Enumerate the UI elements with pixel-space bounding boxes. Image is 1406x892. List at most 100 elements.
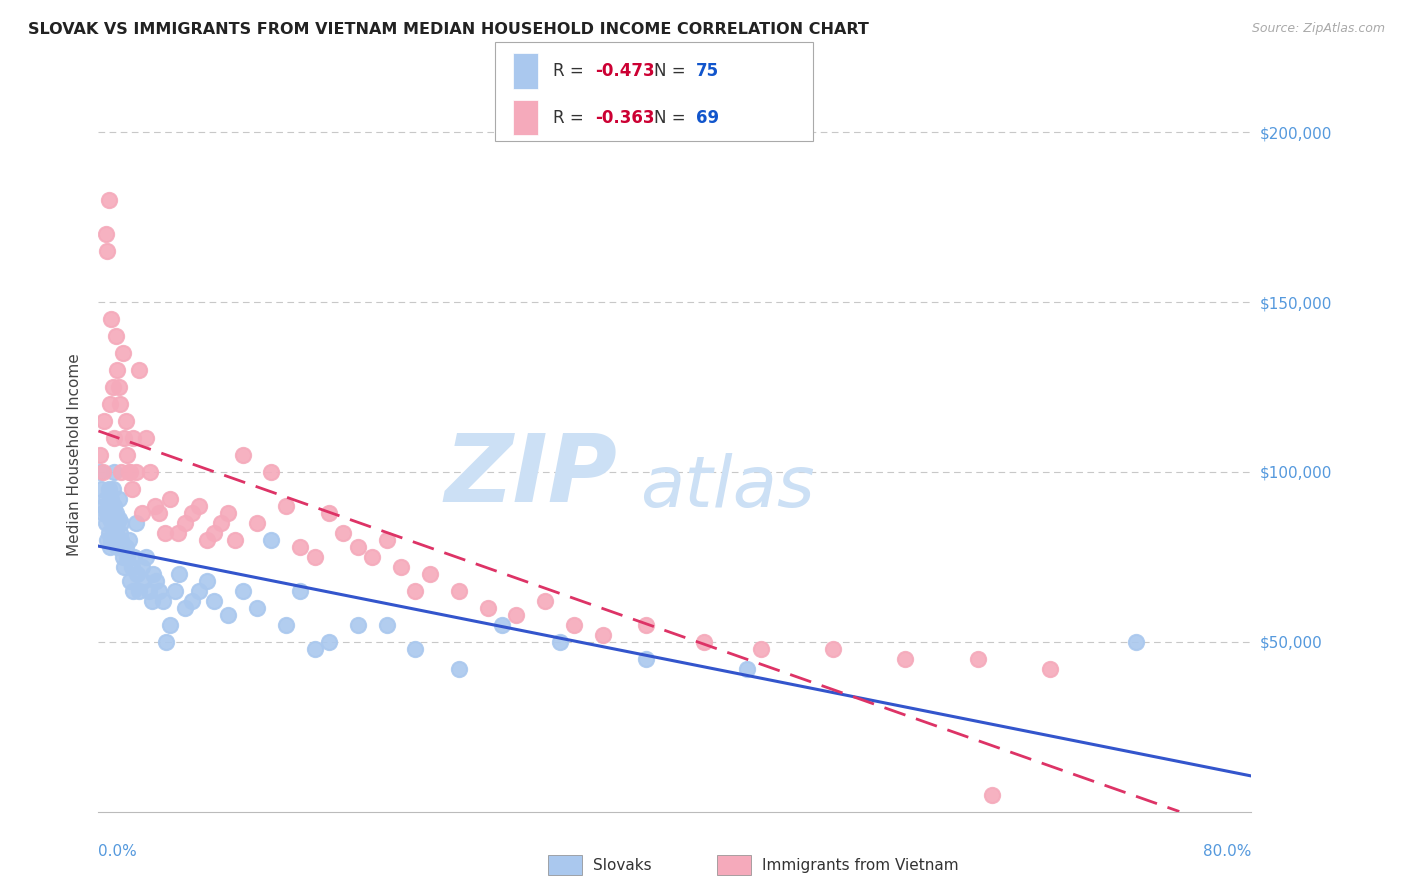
Text: atlas: atlas xyxy=(640,452,815,522)
Point xyxy=(105,540,128,554)
Point xyxy=(96,244,118,258)
Point xyxy=(148,506,170,520)
Point xyxy=(361,549,384,564)
Point xyxy=(91,506,114,520)
Point xyxy=(91,465,114,479)
Text: -0.363: -0.363 xyxy=(595,109,654,127)
Point xyxy=(195,533,218,547)
Point xyxy=(419,566,441,581)
Point xyxy=(105,363,128,377)
Point xyxy=(318,506,340,520)
Point xyxy=(346,540,368,554)
Point xyxy=(346,617,368,632)
Point xyxy=(89,448,111,462)
Point xyxy=(110,465,132,479)
Point xyxy=(966,652,988,666)
Point xyxy=(103,465,125,479)
Point xyxy=(159,617,181,632)
Point xyxy=(142,566,165,581)
Text: Slovaks: Slovaks xyxy=(593,858,652,872)
Point xyxy=(131,506,153,520)
Point xyxy=(260,465,283,479)
Point xyxy=(823,641,845,656)
Text: N =: N = xyxy=(654,109,690,127)
Point xyxy=(89,465,111,479)
Point xyxy=(127,566,149,581)
Point xyxy=(375,617,398,632)
Point xyxy=(96,506,118,520)
Point xyxy=(188,499,211,513)
Point xyxy=(491,617,513,632)
Point xyxy=(202,526,225,541)
Y-axis label: Median Household Income: Median Household Income xyxy=(67,353,83,557)
Point xyxy=(132,574,155,588)
Point xyxy=(94,492,117,507)
Point xyxy=(125,465,148,479)
Point xyxy=(477,600,499,615)
Point xyxy=(101,516,124,530)
Point xyxy=(135,431,157,445)
Point xyxy=(159,492,181,507)
Point xyxy=(120,574,142,588)
Point xyxy=(562,617,585,632)
Point xyxy=(304,549,326,564)
Point xyxy=(121,560,143,574)
Point xyxy=(110,516,132,530)
Point xyxy=(143,499,166,513)
Point xyxy=(304,641,326,656)
Point xyxy=(548,635,571,649)
Text: Immigrants from Vietnam: Immigrants from Vietnam xyxy=(762,858,959,872)
Point xyxy=(138,583,160,598)
Text: N =: N = xyxy=(654,62,690,79)
Point xyxy=(97,482,120,496)
Point xyxy=(274,617,297,632)
Point xyxy=(195,574,218,588)
Point xyxy=(118,533,141,547)
Point xyxy=(167,566,190,581)
Point xyxy=(375,533,398,547)
Text: ZIP: ZIP xyxy=(444,430,617,523)
Point xyxy=(139,465,162,479)
Point xyxy=(636,617,658,632)
Point xyxy=(981,788,1004,802)
Point xyxy=(121,482,143,496)
Point xyxy=(693,635,716,649)
Point xyxy=(332,526,354,541)
Point xyxy=(111,346,134,360)
Point xyxy=(98,512,121,526)
Point xyxy=(274,499,297,513)
Point xyxy=(152,594,174,608)
Point xyxy=(124,549,146,564)
Point xyxy=(100,312,122,326)
Text: R =: R = xyxy=(553,62,589,79)
Point xyxy=(505,607,527,622)
Point xyxy=(107,380,129,394)
Point xyxy=(217,506,239,520)
Point xyxy=(735,662,758,676)
Point xyxy=(125,516,148,530)
Point xyxy=(534,594,557,608)
Point xyxy=(141,594,163,608)
Point xyxy=(1125,635,1147,649)
Point xyxy=(209,516,232,530)
Point xyxy=(104,526,127,541)
Point xyxy=(114,414,136,428)
Point xyxy=(117,448,139,462)
Point xyxy=(100,533,122,547)
Point xyxy=(181,506,204,520)
Point xyxy=(101,482,124,496)
Point xyxy=(174,600,197,615)
Point xyxy=(188,583,211,598)
Point xyxy=(110,533,132,547)
Text: 80.0%: 80.0% xyxy=(1204,845,1251,859)
Point xyxy=(108,526,131,541)
Point xyxy=(101,380,124,394)
Point xyxy=(894,652,917,666)
Point xyxy=(111,549,134,564)
Point xyxy=(94,516,117,530)
Point xyxy=(112,560,135,574)
Point xyxy=(751,641,773,656)
Point xyxy=(93,499,115,513)
Point xyxy=(405,641,427,656)
Text: -0.473: -0.473 xyxy=(595,62,654,79)
